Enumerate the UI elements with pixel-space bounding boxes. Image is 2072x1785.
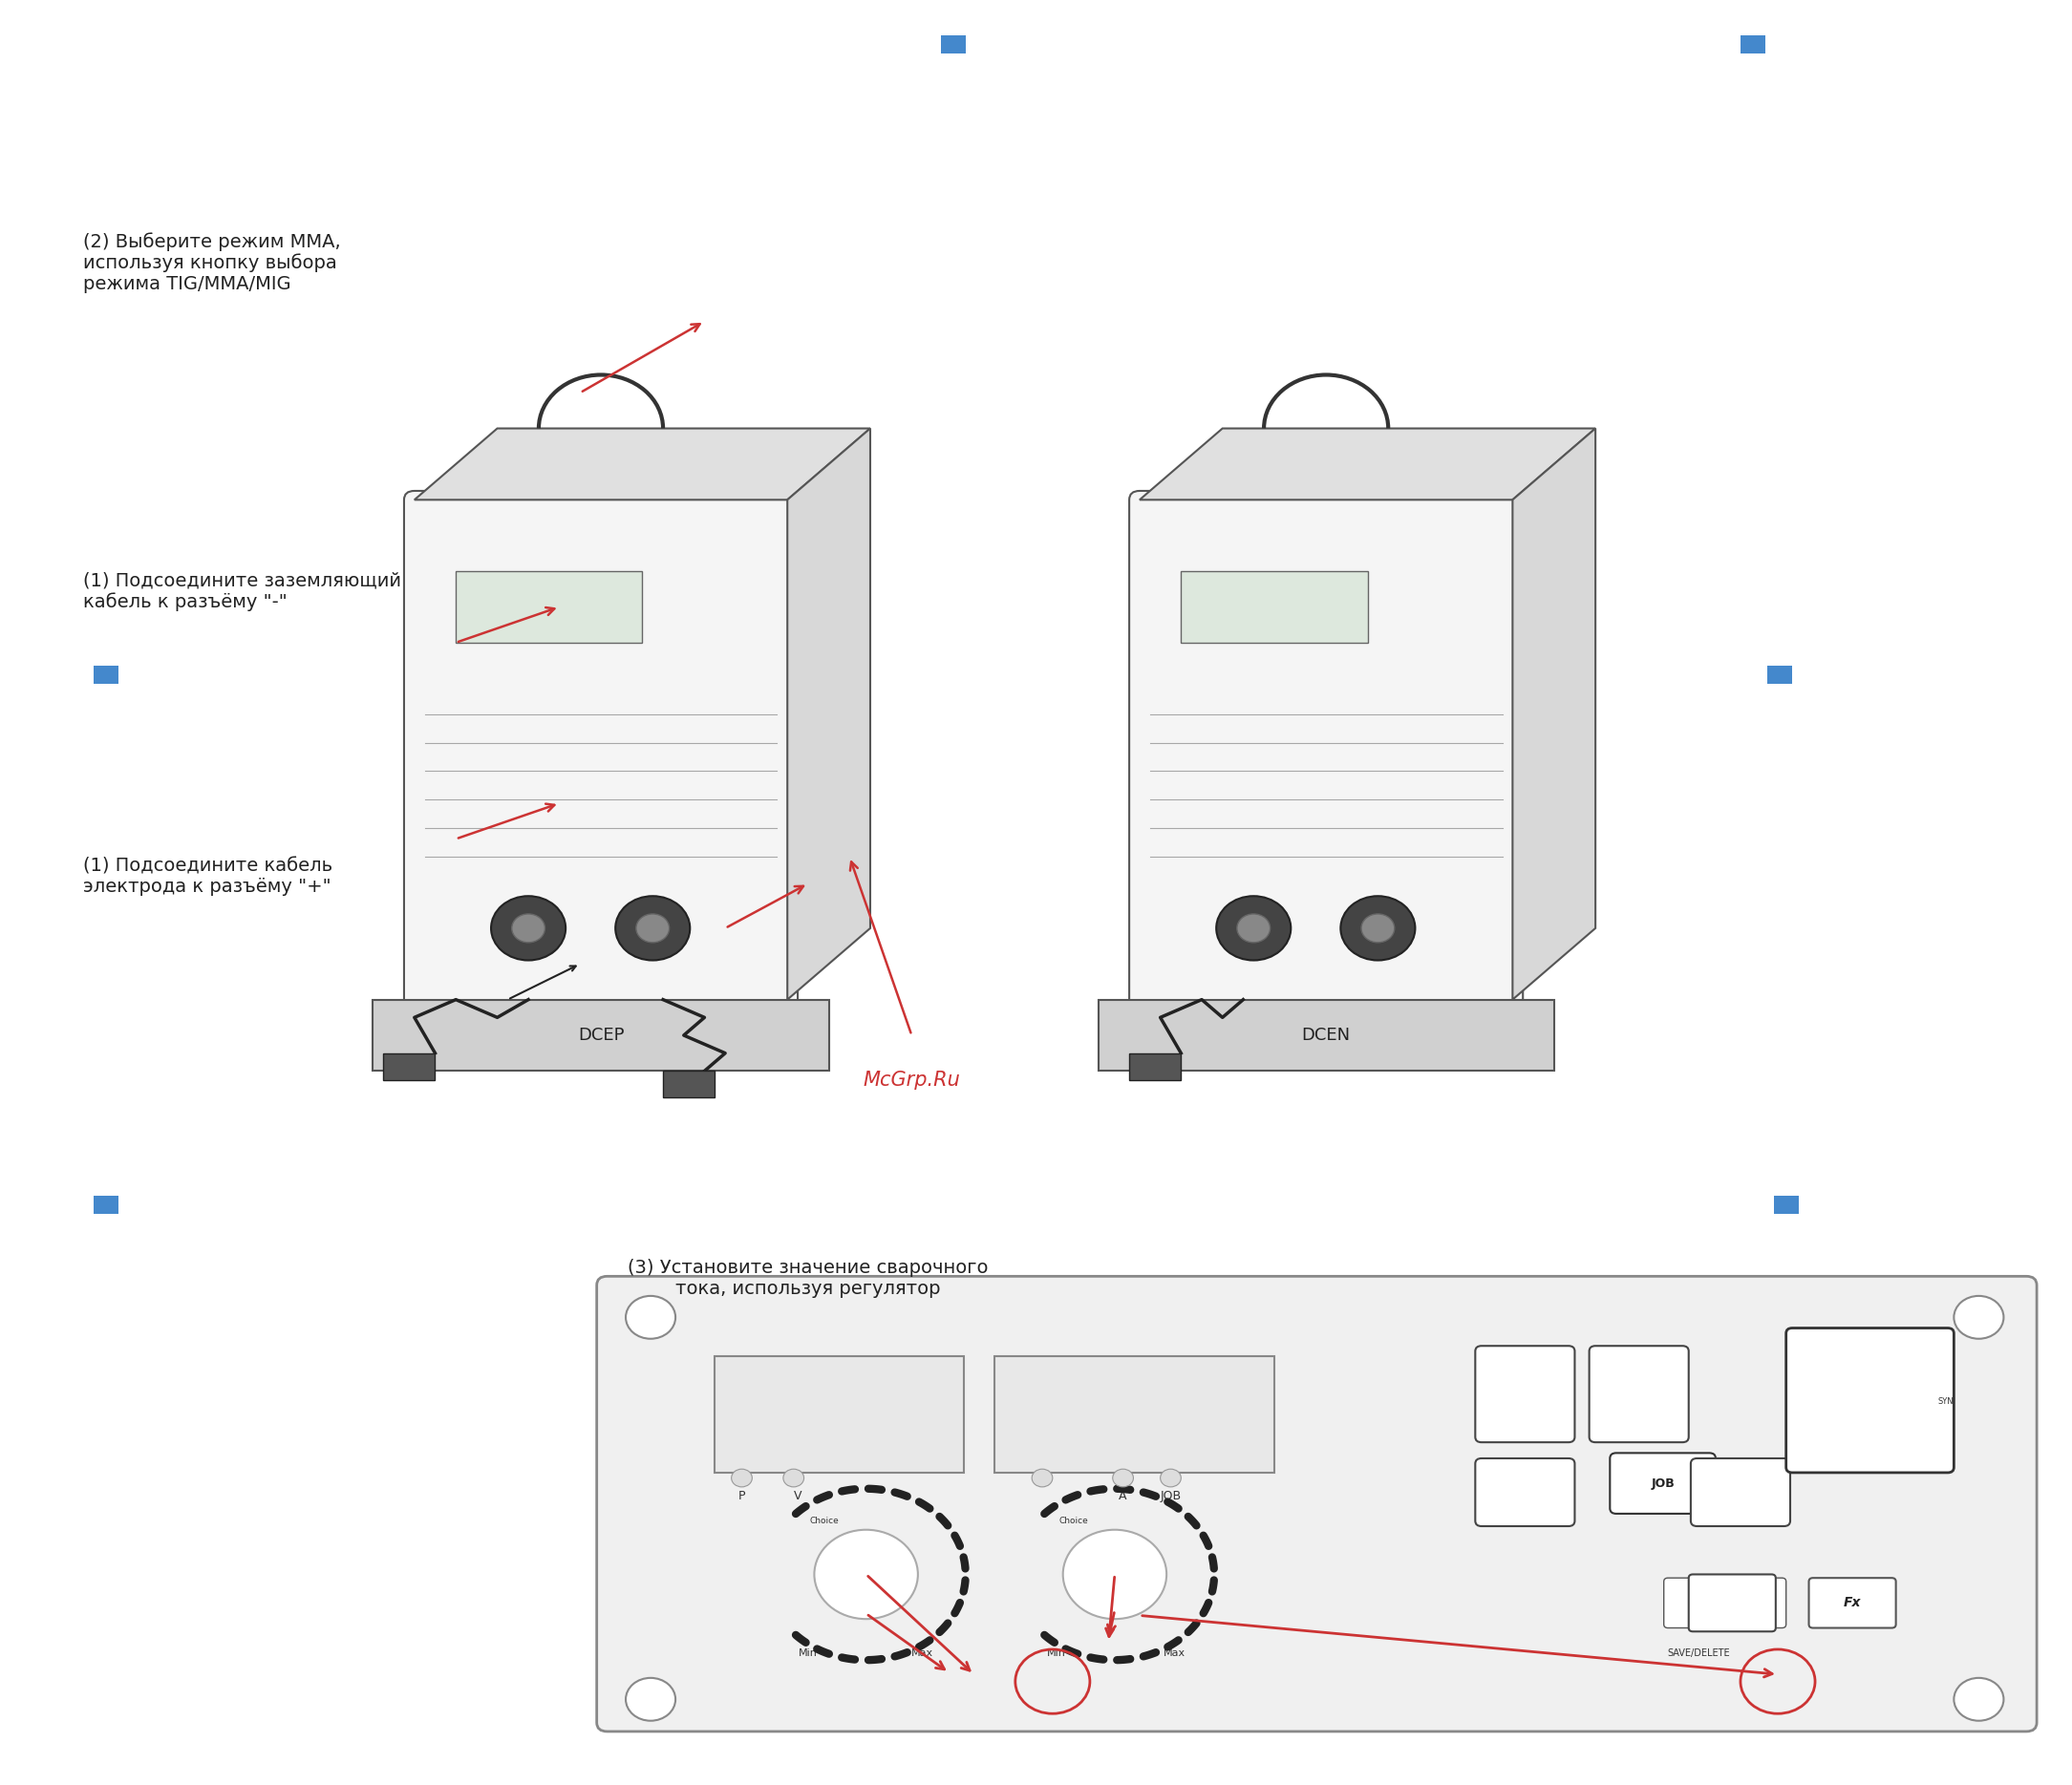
FancyBboxPatch shape [1689,1574,1776,1631]
Circle shape [1160,1469,1181,1487]
Circle shape [1032,1469,1053,1487]
FancyBboxPatch shape [1691,1458,1790,1526]
Bar [1098,1000,1554,1071]
Circle shape [512,914,545,942]
Text: (1) Подсоедините заземляющий
кабель к разъёму "-": (1) Подсоедините заземляющий кабель к ра… [83,571,402,610]
Text: Choice: Choice [1059,1517,1088,1524]
Bar [1129,1053,1181,1080]
Text: (2) Выберите режим MMA,
используя кнопку выбора
режима TIG/MMA/MIG: (2) Выберите режим MMA, используя кнопку… [83,232,340,295]
Polygon shape [414,428,870,500]
Circle shape [1954,1678,2004,1721]
Text: A: A [1119,1490,1127,1501]
Circle shape [1954,1296,2004,1339]
Text: P: P [738,1490,746,1501]
Polygon shape [1513,428,1595,1000]
Circle shape [615,896,690,960]
Text: Max: Max [1164,1648,1185,1658]
Circle shape [626,1678,675,1721]
Text: Max: Max [912,1648,932,1658]
Circle shape [626,1296,675,1339]
Bar [456,571,642,643]
Text: JOB: JOB [1651,1478,1674,1489]
Bar [663,1071,715,1098]
Circle shape [814,1530,918,1619]
Text: (1) Подсоедините кабель
электрода к разъёму "+": (1) Подсоедините кабель электрода к разъ… [83,857,332,896]
Bar [93,1196,118,1214]
Bar [1774,1196,1798,1214]
Circle shape [1063,1530,1167,1619]
Bar [995,1357,1274,1473]
FancyBboxPatch shape [1129,491,1523,1009]
FancyBboxPatch shape [1610,1453,1716,1514]
FancyBboxPatch shape [1786,1328,1954,1473]
FancyBboxPatch shape [1475,1458,1575,1526]
Bar [1181,571,1368,643]
FancyBboxPatch shape [404,491,798,1009]
Text: Choice: Choice [810,1517,839,1524]
Text: DCEN: DCEN [1301,1026,1351,1044]
Circle shape [783,1469,804,1487]
Circle shape [731,1469,752,1487]
Bar [941,36,966,54]
Text: (3) Установите значение сварочного
тока, используя регулятор: (3) Установите значение сварочного тока,… [628,1258,988,1298]
Bar [373,1000,829,1071]
Polygon shape [1140,428,1595,500]
Circle shape [1216,896,1291,960]
FancyBboxPatch shape [1475,1346,1575,1442]
FancyBboxPatch shape [1589,1346,1689,1442]
Circle shape [1237,914,1270,942]
Bar [715,1357,963,1473]
Bar [383,1053,435,1080]
Text: Fx: Fx [1844,1596,1861,1610]
Circle shape [636,914,669,942]
Text: Min: Min [1046,1648,1067,1658]
Text: DCEP: DCEP [578,1026,624,1044]
Text: McGrp.Ru: McGrp.Ru [864,1071,959,1091]
FancyBboxPatch shape [1809,1578,1896,1628]
Circle shape [491,896,566,960]
Bar [1740,36,1765,54]
Bar [93,666,118,684]
Text: V: V [794,1490,802,1501]
FancyBboxPatch shape [597,1276,2037,1731]
Text: SYN: SYN [1937,1398,1954,1405]
Text: Min: Min [798,1648,818,1658]
Polygon shape [787,428,870,1000]
Circle shape [1361,914,1394,942]
Bar [1767,666,1792,684]
FancyBboxPatch shape [1664,1578,1786,1628]
Circle shape [1113,1469,1133,1487]
Text: JOB: JOB [1160,1490,1181,1501]
Text: SAVE/DELETE: SAVE/DELETE [1668,1648,1730,1658]
Circle shape [1341,896,1415,960]
